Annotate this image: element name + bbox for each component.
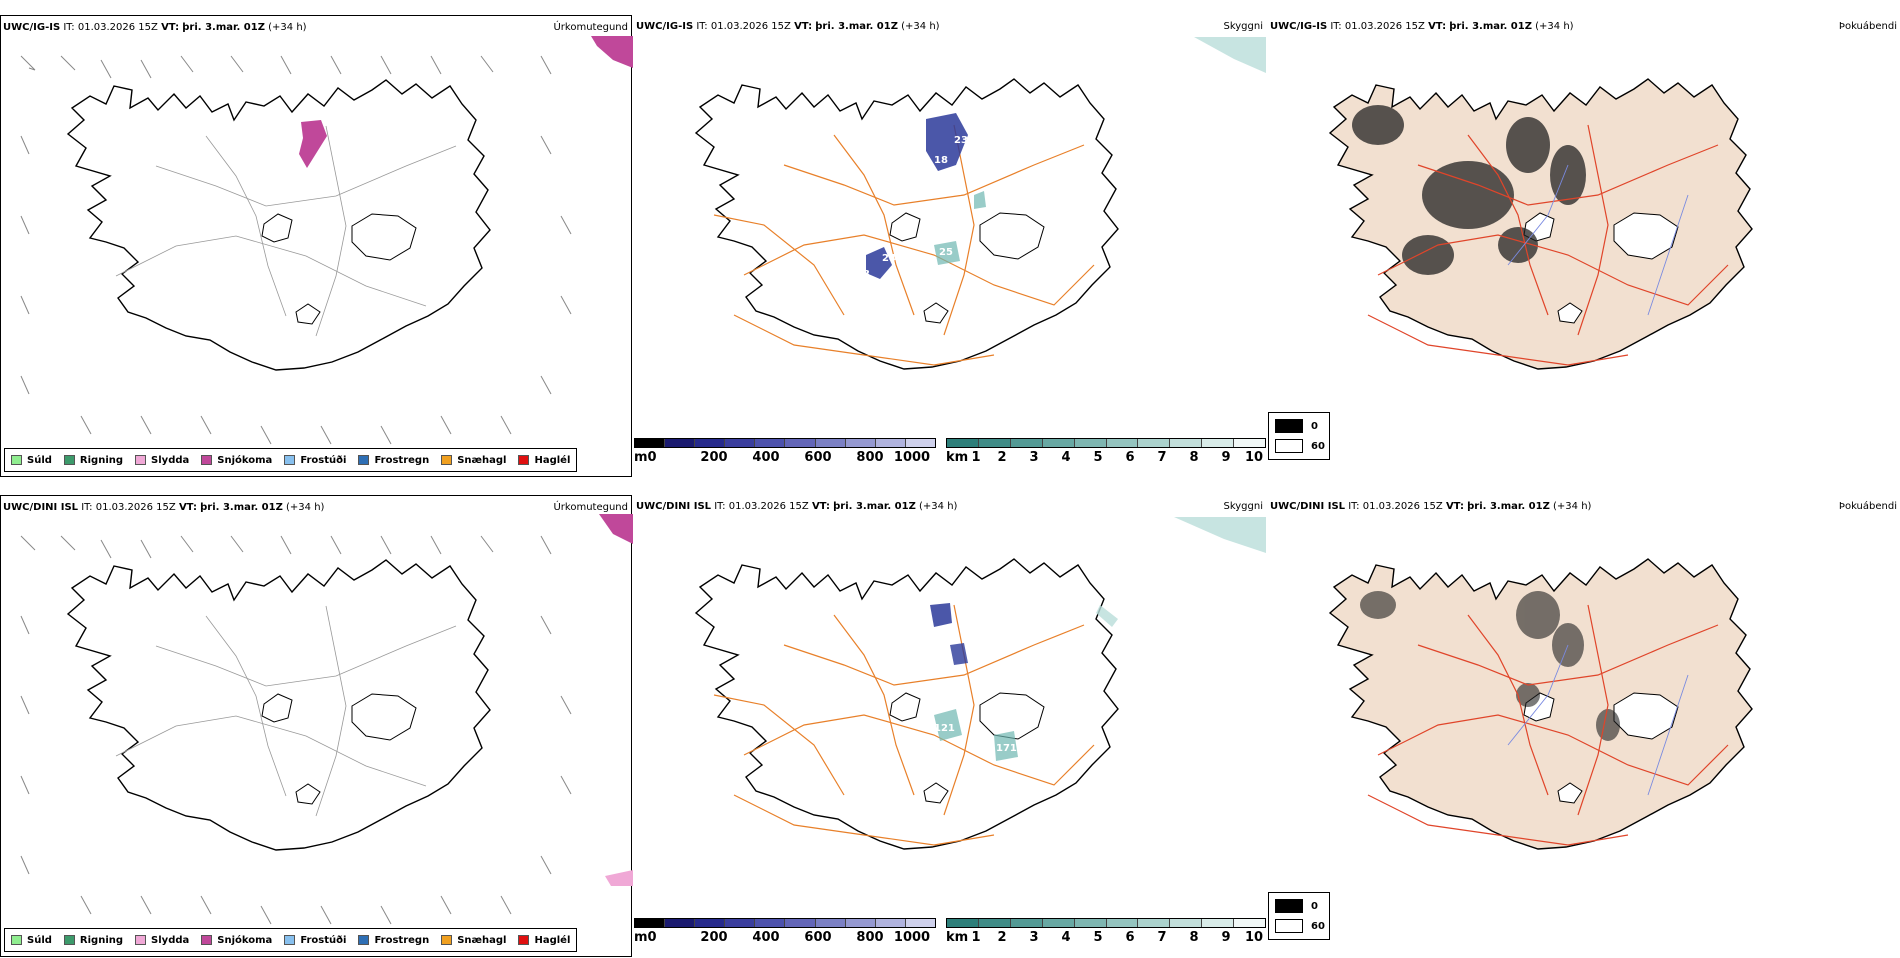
map-value-labels: 121 171 [934,723,1017,754]
panel-title: UWC/DINI ISL IT: 01.03.2026 15Z VT: þri.… [1270,501,1592,512]
snow-area [599,514,633,544]
snow-area [591,36,633,68]
panel-type-label: Skyggni [1223,501,1263,512]
map-value-labels: 23 18 16 22 24 25 23 20 [856,135,1060,280]
precip-type-panel-bottom: UWC/DINI ISL IT: 01.03.2026 15Z VT: þri.… [0,495,633,957]
svg-text:23: 23 [954,135,968,146]
ceiling-map-top: 23 18 16 22 24 25 23 20 [695,37,1266,370]
rivers [1507,644,1689,796]
ceiling-visibility-panel-top: 23 18 16 22 24 25 23 20 UWC/IG-IS IT: 01… [634,15,1266,477]
panel-type-label: Úrkomutegund [553,502,628,513]
fog-map-top [1329,78,1753,370]
sleet-area [605,870,633,886]
fog-map-bottom [1329,558,1753,850]
panel-title: UWC/DINI ISL IT: 01.03.2026 15Z VT: þri.… [636,501,958,512]
ceiling-colorbar-bottom: m 0 200 400 600 800 1000 [634,918,936,952]
panel-type-label: Þokuábendi [1838,21,1897,32]
ceiling-visibility-panel-bottom: 121 171 UWC/DINI ISL IT: 01.03.2026 15Z … [634,495,1266,957]
fog-panel-top: UWC/IG-IS IT: 01.03.2026 15Z VT: þri. 3.… [1268,15,1900,477]
panel-type-label: Skyggni [1223,21,1263,32]
svg-text:23: 23 [856,269,870,280]
svg-text:25: 25 [939,247,953,258]
svg-text:18: 18 [934,155,948,166]
panel-type-label: Þokuábendi [1838,501,1897,512]
precip-type-map-bottom [20,514,633,925]
svg-text:24: 24 [882,253,896,264]
ceiling-colorbar-top: m 0 200 400 600 800 1000 [634,438,936,472]
roads [1367,124,1729,366]
panel-title: UWC/IG-IS IT: 01.03.2026 15Z VT: þri. 3.… [1270,21,1574,32]
precip-type-panel-top: UWC/IG-IS IT: 01.03.2026 15Z VT: þri. 3.… [0,15,633,477]
svg-text:16: 16 [949,187,963,198]
precip-legend: Súld Rigning Slydda Snjókoma Frostúði Fr… [4,448,578,472]
visibility-colorbar-top: km 1 2 3 4 5 6 7 8 9 10 [946,438,1266,472]
rivers [1507,164,1689,316]
legend-swatch [11,455,22,465]
panel-title: UWC/DINI ISL IT: 01.03.2026 15Z VT: þri.… [3,502,325,513]
snow-area [299,120,327,168]
svg-text:22: 22 [950,203,964,214]
roads [713,124,1095,366]
roads [713,604,1095,846]
panel-title: UWC/IG-IS IT: 01.03.2026 15Z VT: þri. 3.… [3,22,307,33]
fog-panel-bottom: UWC/DINI ISL IT: 01.03.2026 15Z VT: þri.… [1268,495,1900,957]
panel-title: UWC/IG-IS IT: 01.03.2026 15Z VT: þri. 3.… [636,21,940,32]
fog-legend-top: 0 60 [1268,412,1330,460]
visibility-colorbar-bottom: km 1 2 3 4 5 6 7 8 9 10 [946,918,1266,952]
ceiling-map-bottom: 121 171 [695,517,1266,850]
fog-shading [1352,105,1586,275]
wind-barbs [20,535,572,925]
svg-text:171: 171 [996,743,1017,754]
wind-barbs [20,55,572,445]
roads [1367,604,1729,846]
svg-text:20: 20 [1046,219,1060,230]
fog-legend-bottom: 0 60 [1268,892,1330,940]
svg-text:121: 121 [934,723,955,734]
precip-legend: Súld Rigning Slydda Snjókoma Frostúði Fr… [4,928,578,952]
fog-shading [1360,591,1620,741]
panel-type-label: Úrkomutegund [553,22,628,33]
precip-type-map-top [20,36,633,445]
